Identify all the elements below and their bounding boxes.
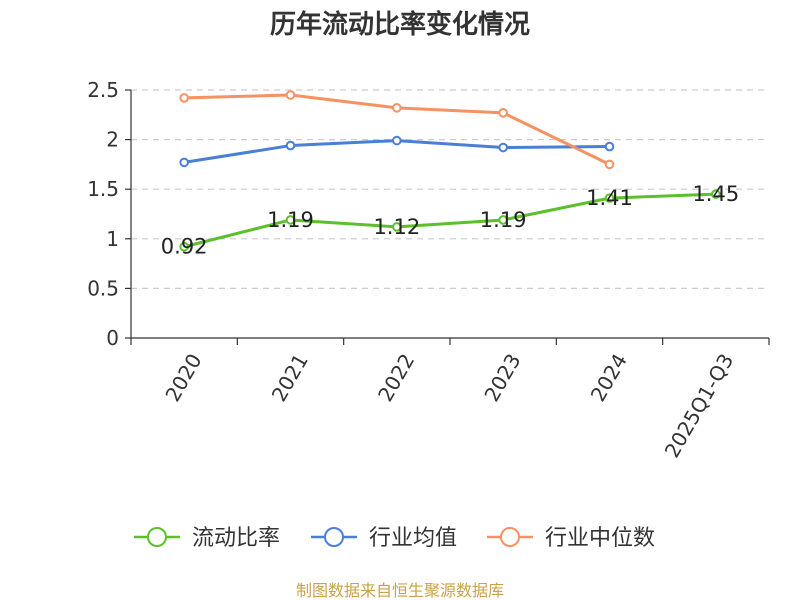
x-tick-label: 2020 — [160, 350, 206, 406]
source-note: 制图数据来自恒生聚源数据库 — [296, 581, 504, 600]
y-tick-label: 0 — [106, 326, 119, 350]
data-point[interactable] — [392, 135, 402, 146]
data-point[interactable] — [498, 142, 508, 153]
y-tick-label: 0.5 — [87, 276, 119, 300]
data-point[interactable] — [604, 193, 615, 203]
data-label: 1.19 — [267, 208, 314, 232]
legend-item[interactable]: 行业均值 — [311, 526, 457, 551]
legend-marker — [324, 527, 344, 547]
data-point[interactable] — [179, 241, 189, 252]
legend-item[interactable]: 行业中位数 — [487, 526, 655, 551]
data-point[interactable] — [392, 222, 402, 232]
y-tick-label: 1 — [106, 227, 119, 251]
legend-marker — [500, 527, 520, 547]
legend-label: 行业中位数 — [545, 526, 655, 551]
data-point[interactable] — [498, 108, 508, 118]
x-tick-label: 2022 — [373, 350, 419, 406]
legend-label: 流动比率 — [192, 526, 280, 551]
data-point[interactable] — [285, 90, 296, 100]
data-label: 1.41 — [586, 186, 633, 210]
y-tick-label: 2 — [106, 128, 119, 152]
legend-label: 行业均值 — [369, 526, 457, 551]
data-point[interactable] — [285, 140, 296, 151]
series-line — [183, 192, 716, 249]
data-point[interactable] — [392, 103, 402, 113]
data-point[interactable] — [285, 215, 296, 225]
x-tick-label: 2021 — [267, 350, 313, 406]
x-tick-label: 2025Q1-Q3 — [660, 350, 739, 462]
legend-item[interactable]: 流动比率 — [134, 526, 280, 551]
data-label: 1.19 — [480, 208, 527, 232]
data-point[interactable] — [604, 159, 615, 170]
data-point[interactable] — [711, 189, 721, 199]
data-point[interactable] — [179, 93, 189, 103]
x-tick-label: 2023 — [479, 349, 525, 405]
y-tick-label: 2.5 — [87, 78, 119, 102]
grid-lines — [131, 89, 769, 289]
chart-title: 历年流动比率变化情况 — [270, 9, 530, 40]
data-point[interactable] — [498, 215, 508, 225]
series-group — [179, 90, 721, 252]
data-label: 0.92 — [161, 235, 208, 259]
data-labels: 0.92 1.19 1.12 1.19 1.41 1.45 — [161, 182, 739, 259]
data-point[interactable] — [179, 157, 189, 168]
x-tick-label: 2024 — [586, 350, 632, 406]
data-point[interactable] — [604, 141, 615, 152]
legend[interactable]: 流动比率 行业均值 行业中位数 — [134, 526, 655, 551]
data-label: 1.12 — [373, 215, 420, 239]
axes: 0 0.5 1 1.5 2 2.5 2020 2021 2022 2023 2024 2025Q1-Q… — [87, 78, 770, 462]
y-tick-label: 1.5 — [87, 177, 119, 201]
data-label: 1.45 — [692, 182, 739, 206]
legend-marker — [147, 527, 167, 547]
